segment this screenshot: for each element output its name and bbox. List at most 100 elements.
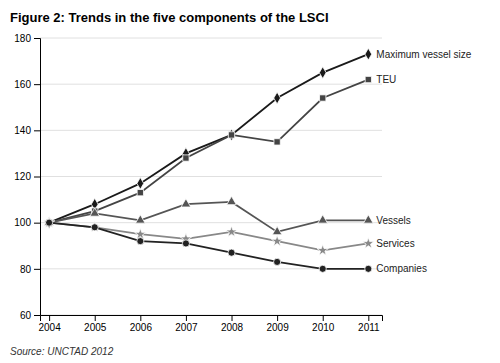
tick: 2010 [312, 315, 335, 333]
tick-mark [323, 315, 324, 321]
marker [318, 215, 328, 223]
tick-mark [34, 269, 40, 270]
tick-mark [34, 223, 40, 224]
tick-mark [34, 315, 40, 316]
marker [46, 219, 53, 226]
marker [182, 240, 189, 247]
tick-mark [34, 177, 40, 178]
marker [319, 67, 326, 79]
marker [137, 178, 144, 190]
marker [137, 238, 144, 245]
marker [272, 226, 282, 234]
tick: 2009 [266, 315, 289, 333]
marker [320, 95, 326, 101]
tick: 2006 [130, 315, 153, 333]
tick-mark [34, 84, 40, 85]
marker [365, 265, 372, 272]
line [49, 223, 368, 251]
tick: 100 [14, 217, 40, 228]
marker [228, 129, 235, 141]
tick: 60 [20, 310, 40, 321]
tick-mark [186, 315, 187, 321]
series-label: Companies [376, 263, 427, 274]
marker [364, 215, 374, 223]
tick-label: 80 [20, 264, 32, 275]
series-label: TEU [376, 74, 396, 85]
line [49, 54, 368, 223]
tick-label: 2006 [130, 322, 153, 333]
line [49, 80, 368, 223]
marker [90, 208, 100, 216]
marker [43, 217, 54, 228]
series-label: Services [376, 238, 414, 249]
marker [228, 132, 234, 138]
marker [181, 199, 191, 207]
tick-label: 180 [14, 33, 31, 44]
y-axis: 60 80 100 120 140 160 180 [14, 33, 40, 321]
tick: 180 [14, 33, 40, 44]
tick-label: 100 [14, 217, 31, 228]
marker [363, 237, 374, 248]
marker [274, 92, 281, 104]
tick-label: 2005 [84, 322, 107, 333]
tick-label: 160 [14, 79, 31, 90]
tick: 160 [14, 79, 40, 90]
marker [271, 235, 282, 246]
marker [137, 189, 143, 195]
tick-mark [34, 130, 40, 131]
grid-line [40, 38, 382, 39]
tick-label: 2004 [38, 322, 61, 333]
title: Figure 2: Trends in the five components … [10, 10, 329, 25]
marker [183, 155, 189, 161]
tick: 140 [14, 125, 40, 136]
tick-label: 140 [14, 125, 31, 136]
tick-label: 2010 [312, 322, 335, 333]
tick-mark [232, 315, 233, 321]
line-labels: Maximum vessel size TEU Vessels Services Com… [376, 49, 471, 275]
tick: 2007 [175, 315, 198, 333]
axis-line [41, 316, 383, 322]
series-label: Maximum vessel size [376, 49, 471, 60]
marker [227, 196, 237, 204]
marker [91, 224, 98, 231]
grid-line [40, 222, 382, 223]
x-axis: 2004 2005 2006 2007 2008 2009 2010 2011 [38, 315, 382, 333]
series-label: Vessels [376, 215, 410, 226]
tick-label: 2011 [358, 322, 380, 333]
marker [228, 249, 235, 256]
marks [43, 48, 374, 272]
tick-label: 60 [20, 310, 32, 321]
grid-line [40, 176, 382, 177]
tick-label: 2007 [175, 322, 198, 333]
marker [274, 139, 280, 145]
tick: 2005 [84, 315, 107, 333]
tick-label: 2008 [221, 322, 244, 333]
tick-mark [277, 315, 278, 321]
tick-mark [34, 38, 40, 39]
tick-label: 120 [14, 171, 31, 182]
marker [136, 215, 146, 223]
marker [226, 226, 237, 237]
line [49, 223, 368, 269]
tick: 2008 [221, 315, 244, 333]
tick-label: 2009 [266, 322, 289, 333]
tick: 80 [20, 264, 40, 275]
chart: 2004 2005 2006 2007 2008 2009 2010 2011 60 80 100 1… [0, 0, 500, 363]
marker [46, 220, 52, 226]
grid-line [40, 130, 382, 131]
annotation: Source: UNCTAD 2012 [10, 346, 114, 357]
marker [319, 265, 326, 272]
line [49, 202, 368, 232]
axis-line [34, 39, 41, 316]
tick-mark [368, 315, 369, 321]
tick-mark [49, 315, 50, 321]
tick: 2004 [38, 315, 61, 333]
plot: 2004 2005 2006 2007 2008 2009 2010 2011 60 80 100 1… [14, 33, 471, 333]
grid-line [40, 84, 382, 85]
marker [274, 258, 281, 265]
marker [365, 76, 371, 82]
marker [317, 244, 328, 255]
tick: 120 [14, 171, 40, 182]
grid [40, 38, 382, 315]
tick-mark [95, 315, 96, 321]
